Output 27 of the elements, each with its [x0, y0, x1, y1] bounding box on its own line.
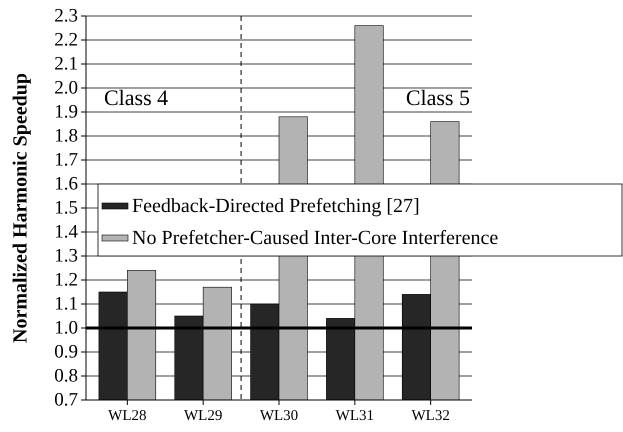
legend-label: No Prefetcher-Caused Inter-Core Interference [132, 227, 498, 249]
y-tick-label: 1.1 [54, 294, 78, 314]
y-tick-label: 2.2 [54, 30, 78, 50]
y-tick-label: 0.8 [54, 366, 78, 386]
y-axis-title: Normalized Harmonic Speedup [10, 73, 32, 343]
x-tick-label: WL31 [336, 408, 374, 424]
x-tick-label: WL30 [260, 408, 298, 424]
annotation: Class 4 [104, 85, 168, 110]
y-tick-label: 1.4 [54, 222, 78, 242]
y-tick-label: 1.2 [54, 270, 78, 290]
legend-label: Feedback-Directed Prefetching [27] [132, 195, 420, 217]
y-tick-label: 1.3 [54, 246, 78, 266]
x-tick-label: WL29 [184, 408, 222, 424]
x-tick-label: WL28 [108, 408, 146, 424]
y-tick-label: 0.7 [54, 390, 78, 410]
annotation: Class 5 [406, 85, 470, 110]
y-tick-label: 2.0 [54, 78, 78, 98]
y-tick-label: 1.0 [54, 318, 78, 338]
y-tick-label: 1.5 [54, 198, 78, 218]
y-tick-label: 1.8 [54, 126, 78, 146]
x-tick-label: WL32 [412, 408, 450, 424]
y-tick-label: 2.1 [54, 54, 78, 74]
y-tick-label: 0.9 [54, 342, 78, 362]
y-tick-label: 1.6 [54, 174, 78, 194]
y-tick-label: 1.7 [54, 150, 78, 170]
y-tick-label: 2.3 [54, 6, 78, 26]
y-tick-label: 1.9 [54, 102, 78, 122]
